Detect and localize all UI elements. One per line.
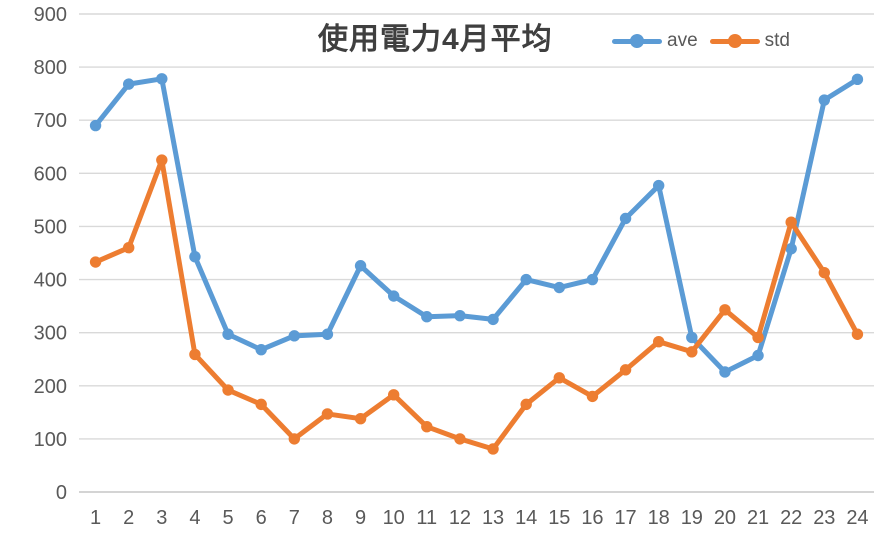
legend-label-ave: ave (667, 30, 698, 51)
y-axis-tick-label: 900 (34, 4, 67, 26)
x-axis-tick-label: 16 (581, 507, 603, 529)
std-marker (818, 266, 831, 279)
x-axis-tick-label: 19 (681, 507, 703, 529)
y-axis-tick-label: 800 (34, 57, 67, 79)
y-axis-tick-label: 700 (34, 110, 67, 132)
std-marker (851, 328, 864, 340)
ave-marker (520, 273, 532, 286)
ave-marker (719, 366, 731, 378)
ave-marker (189, 251, 201, 263)
ave-marker (288, 330, 301, 342)
std-marker (785, 216, 797, 228)
chart-title: 使用電力4月平均 (318, 23, 553, 56)
ave-marker (321, 328, 334, 340)
ave-marker (387, 290, 400, 302)
ave-marker (785, 243, 797, 255)
ave-marker (354, 260, 367, 272)
x-axis-tick-label: 17 (614, 507, 636, 529)
x-axis-tick-label: 2 (123, 507, 134, 529)
std-marker (553, 372, 566, 384)
std-line (93, 157, 860, 452)
std-marker (652, 335, 665, 348)
x-axis-tick-label: 6 (256, 507, 267, 529)
std-marker (719, 304, 731, 316)
ave-marker (487, 313, 499, 326)
y-axis-tick-label: 200 (34, 376, 67, 398)
y-axis-tick-label: 400 (34, 270, 67, 292)
std-marker (89, 256, 102, 268)
ave-marker (454, 309, 466, 322)
x-axis-tick-label: 18 (648, 507, 670, 529)
x-axis-tick-label: 22 (780, 507, 802, 529)
std-marker (122, 241, 135, 254)
x-axis-tick-label: 23 (813, 507, 835, 529)
legend-item-std: std (709, 30, 790, 51)
x-axis-tick-label: 14 (515, 507, 537, 529)
x-axis-tick-label: 1 (90, 507, 101, 529)
y-axis-tick-label: 0 (56, 482, 67, 504)
ave-marker (156, 73, 168, 85)
ave-marker (619, 212, 632, 225)
x-axis-tick-label: 12 (449, 507, 471, 529)
ave-line-marker-icon (612, 38, 662, 44)
std-marker (454, 433, 466, 445)
x-axis-tick-label: 7 (289, 507, 300, 529)
std-marker (421, 420, 433, 433)
std-marker (586, 390, 599, 403)
y-axis-tick-label: 600 (34, 163, 67, 185)
ave-marker (652, 179, 665, 192)
ave-line (93, 76, 860, 375)
x-axis-tick-label: 11 (416, 507, 437, 529)
std-marker (288, 433, 301, 445)
std-marker (520, 398, 532, 411)
std-marker (619, 364, 632, 376)
std-marker (387, 389, 400, 401)
x-axis-tick-label: 4 (189, 507, 200, 529)
y-axis-tick-label: 500 (34, 216, 67, 238)
std-marker (752, 331, 764, 344)
x-axis-tick-label: 13 (482, 507, 504, 529)
x-axis-tick-label: 5 (223, 507, 234, 529)
std-line-marker-icon (709, 38, 760, 44)
ave-marker (122, 78, 135, 90)
ave-marker (818, 94, 831, 106)
x-axis-tick-label: 20 (714, 507, 736, 529)
y-axis-tick-label: 300 (34, 323, 67, 345)
std-marker (354, 413, 367, 425)
x-axis-tick-label: 8 (322, 507, 333, 529)
std-marker (189, 348, 201, 361)
std-marker (686, 346, 698, 358)
std-marker (487, 443, 499, 455)
std-marker (255, 398, 267, 411)
std-marker (321, 408, 334, 420)
ave-marker (255, 343, 267, 356)
legend-label-std: std (764, 30, 790, 51)
ave-marker (421, 311, 433, 323)
x-axis-tick-label: 24 (846, 507, 868, 529)
legend: ave std (612, 31, 790, 51)
ave-marker (586, 273, 599, 286)
ave-marker (851, 73, 864, 86)
y-axis-tick-label: 100 (34, 429, 67, 451)
ave-marker (89, 119, 102, 132)
ave-marker (752, 349, 764, 362)
x-axis-tick-label: 21 (747, 507, 769, 529)
ave-marker (222, 328, 234, 340)
x-axis-tick-label: 3 (156, 507, 167, 529)
x-axis-tick-label: 9 (355, 507, 366, 529)
ave-marker (686, 331, 698, 344)
ave-marker (553, 281, 566, 294)
x-axis-tick-label: 10 (383, 507, 405, 529)
std-marker (156, 154, 168, 166)
x-axis-tick-label: 15 (548, 507, 570, 529)
legend-item-ave: ave (612, 31, 698, 51)
std-marker (222, 384, 234, 396)
